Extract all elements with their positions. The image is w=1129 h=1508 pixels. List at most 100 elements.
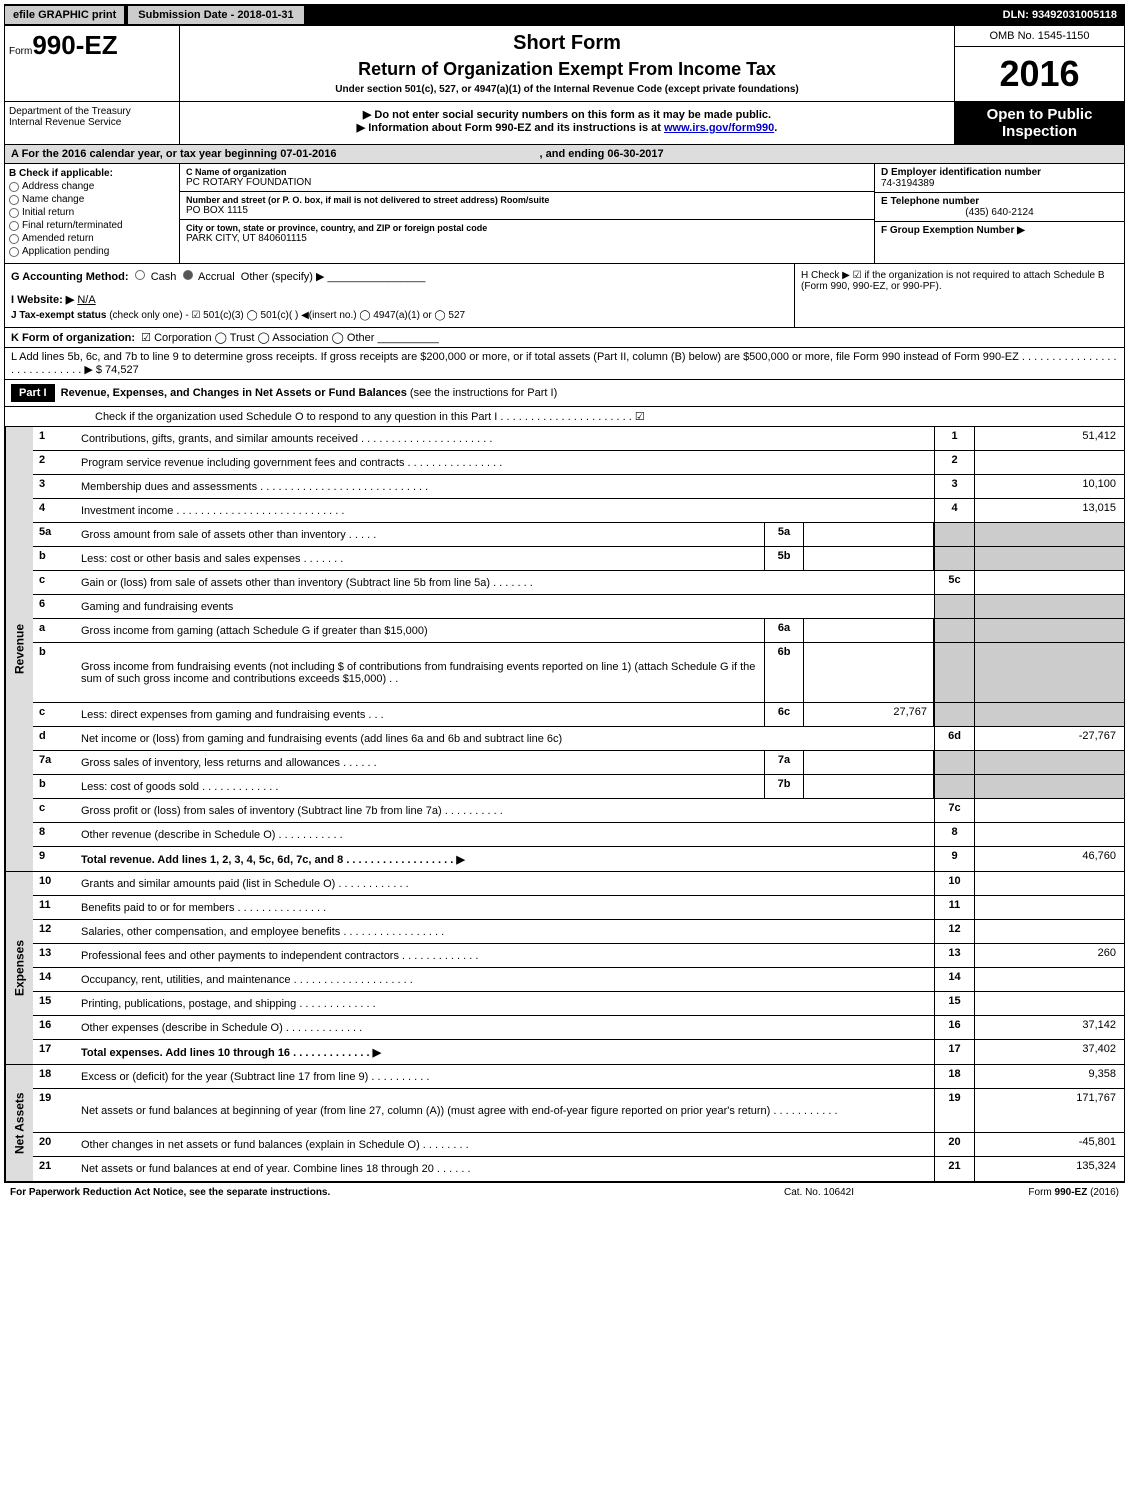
ein-row: D Employer identification number 74-3194… [875,164,1124,193]
page-footer: For Paperwork Reduction Act Notice, see … [4,1182,1125,1202]
phone-value: (435) 640-2124 [881,207,1118,218]
section-h: H Check ▶ ☑ if the organization is not r… [794,264,1124,327]
netassets-block: Net Assets 18Excess or (deficit) for the… [4,1065,1125,1182]
line-21: 21Net assets or fund balances at end of … [33,1157,1124,1181]
tax-year-begin: 07-01-2016 [280,148,336,160]
line-7c: cGross profit or (loss) from sales of in… [33,799,1124,823]
line-16: 16Other expenses (describe in Schedule O… [33,1016,1124,1040]
efile-print-button[interactable]: efile GRAPHIC print [4,5,125,25]
top-bar: efile GRAPHIC print Submission Date - 20… [4,4,1125,26]
k-label: K Form of organization: [11,332,135,344]
form-title-cell: Short Form Return of Organization Exempt… [180,26,954,101]
line-9: 9Total revenue. Add lines 1, 2, 3, 4, 5c… [33,847,1124,871]
check-initial-return[interactable]: Initial return [9,207,175,218]
return-title: Return of Organization Exempt From Incom… [190,59,944,80]
omb-number: OMB No. 1545-1150 [955,26,1124,47]
line-7b: bLess: cost of goods sold . . . . . . . … [33,775,1124,799]
warn-ssn: ▶ Do not enter social security numbers o… [186,108,948,121]
line-7a: 7aGross sales of inventory, less returns… [33,751,1124,775]
line-13: 13Professional fees and other payments t… [33,944,1124,968]
checkbox-icon [9,234,19,244]
form-id-cell: Form990-EZ [5,26,180,101]
org-name: PC ROTARY FOUNDATION [186,177,868,188]
dln-label: DLN: 93492031005118 [995,6,1125,24]
section-a: A For the 2016 calendar year, or tax yea… [4,145,1125,164]
line-6b: bGross income from fundraising events (n… [33,643,1124,703]
netassets-sidebar: Net Assets [5,1065,33,1181]
section-l: L Add lines 5b, 6c, and 7b to line 9 to … [4,348,1125,380]
line-11: 11Benefits paid to or for members . . . … [33,896,1124,920]
line-18: 18Excess or (deficit) for the year (Subt… [33,1065,1124,1089]
phone-row: E Telephone number (435) 640-2124 [875,193,1124,222]
check-address-change[interactable]: Address change [9,181,175,192]
section-a-prefix: A For the 2016 calendar year, or tax yea… [11,148,280,160]
open-public-badge: Open to Public Inspection [954,102,1124,144]
irs-link[interactable]: www.irs.gov/form990 [664,122,774,134]
ein-label: D Employer identification number [881,167,1118,178]
line-2: 2Program service revenue including gover… [33,451,1124,475]
line-17: 17Total expenses. Add lines 10 through 1… [33,1040,1124,1064]
line-5b: bLess: cost or other basis and sales exp… [33,547,1124,571]
line-3: 3Membership dues and assessments . . . .… [33,475,1124,499]
g-other: Other (specify) ▶ [241,271,325,283]
line-6: 6Gaming and fundraising events [33,595,1124,619]
section-a-mid: , and ending [540,148,608,160]
check-amended[interactable]: Amended return [9,233,175,244]
g-cash: Cash [151,271,177,283]
group-exemption-row: F Group Exemption Number ▶ [875,222,1124,239]
line-6a: aGross income from gaming (attach Schedu… [33,619,1124,643]
info-grid: B Check if applicable: Address change Na… [4,164,1125,264]
tax-year: 2016 [955,47,1124,101]
revenue-block: Revenue 1Contributions, gifts, grants, a… [4,427,1125,872]
part1-header-row: Part I Revenue, Expenses, and Changes in… [4,380,1125,407]
omb-year-cell: OMB No. 1545-1150 2016 [954,26,1124,101]
phone-label: E Telephone number [881,196,1118,207]
group-label: F Group Exemption Number ▶ [881,225,1118,236]
checkbox-icon[interactable] [135,270,145,280]
line-10: 10Grants and similar amounts paid (list … [33,872,1124,896]
k-text: ☑ Corporation ◯ Trust ◯ Association ◯ Ot… [141,332,374,344]
submission-date: Submission Date - 2018-01-31 [127,5,304,25]
warnings: ▶ Do not enter social security numbers o… [180,102,954,144]
short-form-label: Short Form [190,32,944,55]
section-de: D Employer identification number 74-3194… [874,164,1124,263]
line-19: 19Net assets or fund balances at beginni… [33,1089,1124,1133]
org-name-row: C Name of organization PC ROTARY FOUNDAT… [180,164,874,192]
line-6d: dNet income or (loss) from gaming and fu… [33,727,1124,751]
section-b: B Check if applicable: Address change Na… [5,164,180,263]
cat-no: Cat. No. 10642I [719,1187,919,1198]
j-label: J Tax-exempt status [11,310,106,321]
line-1: 1Contributions, gifts, grants, and simil… [33,427,1124,451]
part1-badge: Part I [11,384,55,402]
street-row: Number and street (or P. O. box, if mail… [180,192,874,220]
dept-label: Department of the Treasury Internal Reve… [5,102,180,144]
warn-info: ▶ Information about Form 990-EZ and its … [186,121,948,134]
ein-value: 74-3194389 [881,178,1118,189]
check-pending[interactable]: Application pending [9,246,175,257]
warn-info-prefix: ▶ Information about Form 990-EZ and its … [357,122,664,134]
section-k: K Form of organization: ☑ Corporation ◯ … [4,328,1125,348]
subtitle: Under section 501(c), 527, or 4947(a)(1)… [190,84,944,95]
line-12: 12Salaries, other compensation, and empl… [33,920,1124,944]
i-label: I Website: ▶ [11,294,74,306]
form-header: Form990-EZ Short Form Return of Organiza… [4,26,1125,102]
city-value: PARK CITY, UT 840601115 [186,233,868,244]
city-label: City or town, state or province, country… [186,223,868,233]
checkbox-icon [9,221,19,231]
check-name-change[interactable]: Name change [9,194,175,205]
expenses-block: Expenses 10Grants and similar amounts pa… [4,872,1125,1065]
expenses-sidebar: Expenses [5,872,33,1064]
line-20: 20Other changes in net assets or fund ba… [33,1133,1124,1157]
checkbox-icon [9,247,19,257]
tax-year-end: 06-30-2017 [607,148,663,160]
checkbox-icon [9,182,19,192]
website-value: N/A [77,294,95,306]
j-text: (check only one) - ☑ 501(c)(3) ◯ 501(c)(… [109,310,465,321]
revenue-sidebar: Revenue [5,427,33,871]
gh-row: G Accounting Method: Cash Accrual Other … [4,264,1125,328]
form-footer: Form 990-EZ (2016) [919,1187,1119,1198]
checkbox-icon[interactable] [183,270,193,280]
line-8: 8Other revenue (describe in Schedule O) … [33,823,1124,847]
part1-note: (see the instructions for Part I) [410,387,557,399]
check-final-return[interactable]: Final return/terminated [9,220,175,231]
